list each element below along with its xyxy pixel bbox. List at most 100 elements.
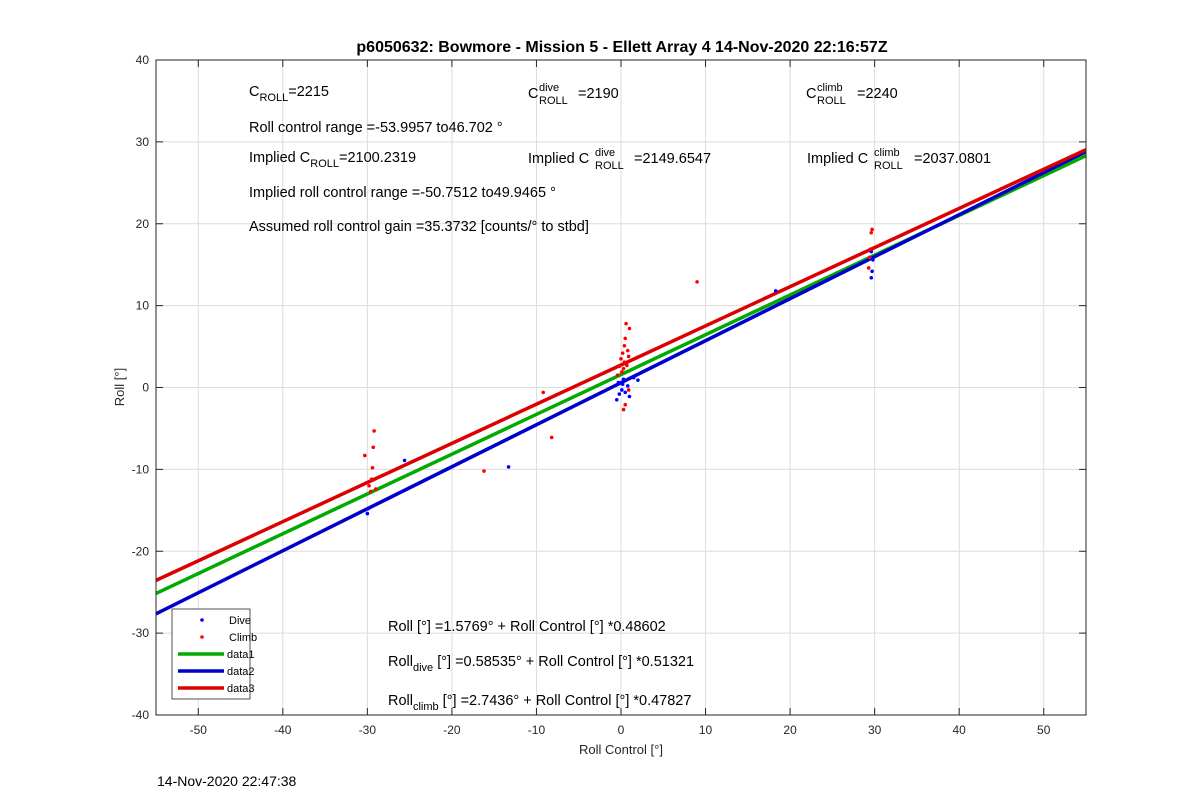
climb-point — [868, 247, 873, 251]
legend-label-data2: data2 — [227, 666, 255, 678]
chart-title: p6050632: Bowmore - Mission 5 - Ellett A… — [356, 39, 887, 56]
equation-dive: Rolldive [°] =0.58535° + Roll Control [°… — [388, 654, 694, 674]
climb-point — [627, 326, 632, 331]
dive-point — [620, 388, 624, 392]
climb-point — [549, 435, 554, 440]
implied-c-roll: Implied CROLL=2100.2319 — [249, 150, 416, 170]
climb-point — [371, 445, 376, 450]
c-dive-annotation: C — [528, 86, 538, 102]
dive-point — [620, 382, 625, 387]
implied-c-dive-value: =2149.6547 — [634, 151, 711, 167]
x-axis-label: Roll Control [°] — [579, 742, 663, 757]
climb-point — [621, 407, 626, 412]
y-tick-label: -40 — [132, 708, 150, 722]
x-tick-label: 50 — [1037, 723, 1051, 737]
fit-line-data2 — [155, 150, 1087, 616]
climb-point — [617, 364, 622, 369]
c-dive-value: =2190 — [578, 86, 619, 102]
c-climb-sup: climb — [817, 82, 843, 94]
y-tick-label: 0 — [142, 381, 149, 395]
dive-point — [366, 506, 371, 511]
climb-point — [368, 489, 373, 494]
y-tick-label: -30 — [132, 626, 150, 640]
dive-point — [871, 257, 875, 262]
dive-point — [506, 465, 511, 469]
climb-point — [624, 321, 628, 326]
climb-point — [541, 390, 546, 395]
legend-label-dive: Dive — [229, 615, 251, 627]
c-dive-sup: dive — [539, 82, 559, 94]
legend-label-climb: Climb — [229, 632, 257, 644]
c-dive-sub: ROLL — [539, 95, 568, 107]
data-points — [363, 227, 875, 516]
x-tick-label: 10 — [699, 723, 713, 737]
c-climb-sub: ROLL — [817, 95, 846, 107]
climb-point — [625, 363, 629, 368]
dive-point — [617, 392, 622, 396]
climb-point — [695, 280, 699, 284]
assumed-roll-control-gain: Assumed roll control gain =35.3732 [coun… — [249, 219, 589, 235]
climb-point — [620, 370, 624, 374]
x-tick-label: -20 — [443, 723, 461, 737]
dive-point — [773, 289, 778, 293]
equation-all: Roll [°] =1.5769° + Roll Control [°] *0.… — [388, 619, 666, 635]
climb-point — [623, 402, 628, 407]
climb-point — [622, 343, 627, 348]
x-tick-label: -50 — [190, 723, 208, 737]
dive-point — [402, 458, 407, 463]
climb-point — [621, 366, 626, 371]
dive-point — [365, 511, 370, 516]
dive-point — [627, 394, 632, 399]
climb-point — [626, 354, 631, 359]
x-tick-label: -30 — [359, 723, 377, 737]
climb-point — [482, 469, 486, 473]
climb-point — [363, 453, 367, 458]
legend-label-data1: data1 — [227, 649, 255, 661]
x-tick-label: -10 — [528, 723, 546, 737]
climb-point — [625, 348, 630, 353]
dive-point — [623, 390, 628, 395]
x-tick-label: 20 — [783, 723, 797, 737]
y-tick-label: 30 — [136, 135, 150, 149]
y-tick-label: 10 — [136, 299, 150, 313]
y-tick-label: 20 — [136, 217, 150, 231]
implied-c-climb-value: =2037.0801 — [914, 151, 991, 167]
climb-point — [866, 266, 871, 270]
climb-point — [615, 373, 620, 378]
climb-point — [869, 230, 874, 235]
dive-point — [616, 380, 621, 385]
fit-line-data3 — [155, 148, 1087, 582]
implied-c-dive-sup: dive — [595, 147, 615, 159]
x-tick-label: 30 — [868, 723, 882, 737]
climb-point — [622, 360, 627, 364]
dive-point — [631, 375, 636, 380]
equation-climb: Rollclimb [°] =2.7436° + Roll Control [°… — [388, 693, 691, 713]
dive-point — [614, 397, 619, 402]
climb-point — [626, 388, 631, 392]
y-tick-label: -20 — [132, 544, 150, 558]
legend-marker-dive — [200, 618, 204, 622]
dive-point — [636, 378, 640, 382]
y-tick-label: -10 — [132, 462, 150, 476]
x-tick-label: 0 — [618, 723, 625, 737]
dive-point — [869, 275, 874, 280]
dive-point — [870, 269, 874, 274]
x-tick-label: -40 — [274, 723, 292, 737]
implied-c-climb-sub: ROLL — [874, 160, 903, 172]
roll-control-range: Roll control range =-53.9957 to46.702 ° — [249, 120, 503, 136]
footer-timestamp: 14-Nov-2020 22:47:38 — [157, 773, 297, 789]
climb-point — [870, 227, 874, 232]
legend: Dive Climb data1 data2 data3 — [171, 608, 257, 700]
c-roll-annotation: CROLL=2215 — [249, 84, 329, 104]
climb-point — [867, 255, 872, 260]
y-axis-label: Roll [°] — [112, 368, 127, 406]
annotations: CROLL=2215 C dive ROLL =2190 C climb ROL… — [249, 82, 991, 713]
x-tick-label: 40 — [953, 723, 967, 737]
c-climb-value: =2240 — [857, 86, 898, 102]
implied-c-climb-sup: climb — [874, 147, 900, 159]
climb-point — [374, 487, 378, 491]
implied-c-dive: Implied C — [528, 151, 589, 167]
implied-c-dive-sub: ROLL — [595, 160, 624, 172]
climb-point — [370, 465, 375, 470]
fit-lines — [155, 148, 1087, 616]
